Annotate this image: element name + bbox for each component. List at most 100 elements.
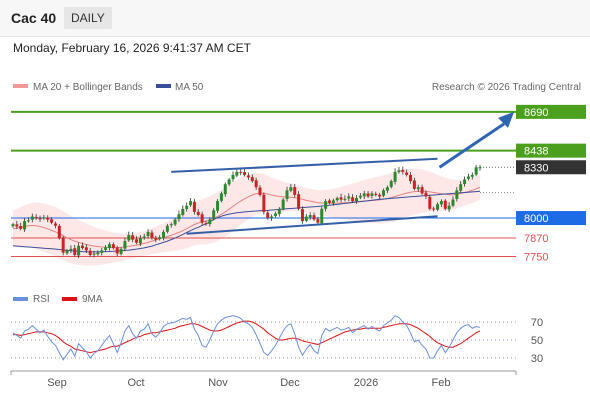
bollinger-legend-swatch [13, 84, 28, 88]
candle-body [11, 224, 15, 227]
candle-body [316, 219, 320, 223]
candle-body [19, 226, 23, 229]
candle-body [243, 172, 247, 175]
x-tick-label: Oct [127, 377, 144, 389]
candle-body [239, 171, 243, 173]
candle-body [96, 252, 100, 255]
candle-body [362, 193, 366, 197]
candle-body [235, 171, 239, 176]
candle-body [289, 187, 293, 191]
x-tick-label: Sep [47, 377, 67, 389]
projection-arrow-line [438, 122, 505, 169]
research-credit: Research © 2026 Trading Central [432, 82, 581, 93]
candle-body [142, 236, 146, 239]
candle-body [111, 244, 115, 249]
candle-body [470, 174, 474, 177]
candle-body [293, 187, 297, 195]
candle-body [212, 210, 216, 219]
support-2-label: 7750 [524, 252, 548, 264]
candle-body [127, 234, 131, 241]
bollinger-legend-label: MA 20 + Bollinger Bands [33, 82, 143, 93]
candle-body [416, 187, 420, 190]
rsi-tick-70: 70 [531, 317, 543, 329]
candle-body [34, 216, 38, 219]
candle-body [192, 201, 196, 212]
candle-body [297, 194, 301, 209]
candle-body [258, 187, 262, 195]
candle-body [436, 204, 440, 210]
candle-body [204, 223, 208, 225]
candle-body [343, 198, 347, 200]
candle-body [382, 190, 386, 196]
candle-body [455, 190, 459, 199]
candle-body [351, 197, 355, 202]
candle-body [107, 244, 111, 248]
candle-body [277, 208, 281, 215]
candle-body [50, 219, 54, 223]
candle-body [42, 217, 46, 219]
chart-header: Cac 40 DAILY [0, 0, 590, 37]
candle-body [15, 224, 19, 227]
candle-body [324, 201, 328, 209]
candle-body [474, 167, 478, 175]
candle-body [219, 193, 223, 201]
rsi-line [12, 315, 481, 361]
rsi-legend-label: RSI [33, 294, 50, 305]
candle-body [439, 201, 443, 205]
candle-body [273, 213, 277, 217]
candle-body [173, 219, 177, 225]
candle-body [447, 205, 451, 210]
candle-body [158, 237, 162, 239]
candle-body [335, 198, 339, 201]
candle-body [100, 250, 104, 253]
support-1-label: 7870 [524, 233, 548, 245]
candle-body [231, 174, 235, 180]
candle-body [23, 221, 27, 230]
pivot-label: 8000 [524, 213, 548, 225]
candle-body [53, 223, 57, 226]
rsi-ma-line [13, 320, 481, 354]
candle-body [266, 212, 270, 219]
lower-channel-trendline [186, 215, 438, 235]
candle-body [254, 180, 258, 188]
candle-body [223, 184, 227, 195]
candle-body [320, 208, 324, 224]
rsi-tick-30: 30 [531, 353, 543, 365]
candle-body [374, 193, 378, 195]
candle-body [169, 224, 173, 226]
candle-body [30, 216, 34, 220]
candle-body [393, 171, 397, 182]
timeframe-badge[interactable]: DAILY [64, 7, 112, 29]
candle-body [115, 247, 119, 254]
ma50-legend-swatch [156, 84, 171, 88]
x-tick-label: Nov [208, 377, 228, 389]
candle-body [378, 194, 382, 197]
candle-body [424, 192, 428, 197]
candle-body [26, 220, 30, 222]
candle-body [162, 231, 166, 238]
candle-body [69, 248, 73, 251]
candle-body [327, 200, 331, 203]
rsi-chart: 70 50 30 [11, 315, 543, 365]
candle-body [38, 218, 42, 220]
candle-body [61, 237, 65, 253]
timestamp: Monday, February 16, 2026 9:41:37 AM CET [13, 41, 251, 55]
candle-body [88, 250, 92, 255]
instrument-title: Cac 40 [11, 10, 57, 26]
candle-body [262, 194, 266, 212]
candle-body [347, 196, 351, 199]
candle-body [405, 172, 409, 175]
candle-body [463, 179, 467, 185]
candle-body [154, 238, 158, 240]
candle-body [358, 195, 362, 198]
upper-channel-trendline [171, 157, 438, 173]
candle-body [354, 198, 358, 202]
candle-body [119, 248, 123, 254]
x-tick-label: Dec [280, 377, 300, 389]
candle-body [331, 200, 335, 204]
candle-body [385, 187, 389, 191]
candle-body [389, 181, 393, 187]
candle-body [270, 216, 274, 219]
candle-body [77, 245, 81, 256]
candle-body [432, 208, 436, 210]
